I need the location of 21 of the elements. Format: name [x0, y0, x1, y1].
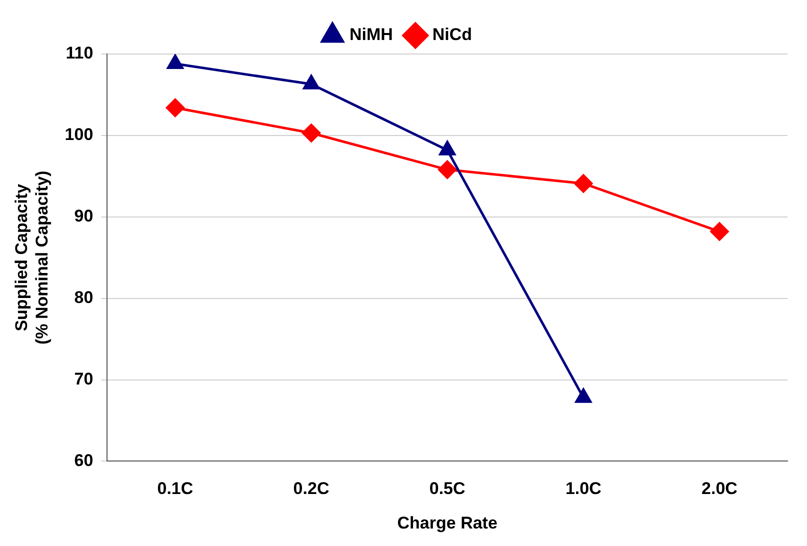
y-tick-label: 60	[74, 450, 94, 470]
legend-label: NiMH	[349, 25, 393, 44]
point	[302, 124, 321, 142]
point	[438, 160, 457, 179]
y-tick-label: 90	[74, 206, 94, 226]
point	[574, 174, 593, 193]
y-tick-label: 70	[74, 369, 94, 388]
point	[710, 222, 729, 241]
x-tick-label: 0.5C	[429, 479, 466, 498]
y-tick-label: 80	[74, 288, 94, 308]
x-axis-title: Charge Rate	[397, 513, 498, 532]
legend-label: NiCd	[432, 25, 472, 44]
point	[166, 98, 184, 117]
y-tick-label: 100	[64, 125, 94, 144]
x-tick-label: 0.2C	[293, 479, 330, 498]
x-tick-label: 0.1C	[157, 479, 194, 498]
x-tick-label: 2.0C	[702, 479, 738, 498]
y-axis-title: Supplied Capacity (% Nominal Capacity)	[12, 170, 52, 345]
point	[575, 388, 592, 403]
x-tick-label: 1.0C	[565, 479, 602, 498]
y-tick-label: 110	[66, 44, 94, 63]
